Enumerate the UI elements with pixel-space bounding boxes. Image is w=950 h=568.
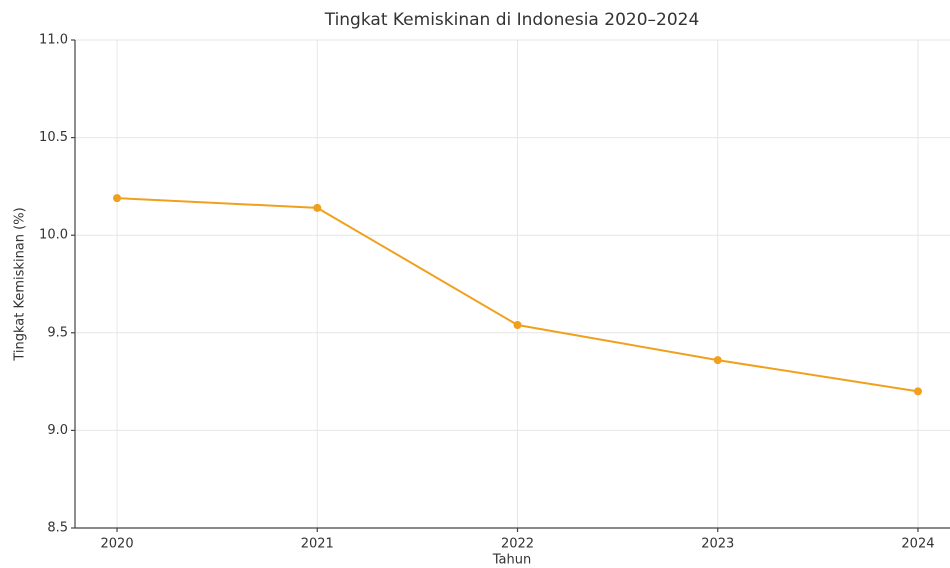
- y-axis-label: Tingkat Kemiskinan (%): [13, 207, 28, 361]
- point: [113, 194, 122, 203]
- y-tick-label: 9.0: [47, 423, 68, 438]
- y-tick-label: 9.5: [47, 325, 68, 340]
- point: [713, 356, 722, 365]
- point: [513, 320, 522, 329]
- point: [913, 387, 922, 396]
- x-tick-label: 2024: [901, 537, 934, 552]
- x-tick-label: 2021: [301, 537, 334, 552]
- chart-title: Tingkat Kemiskinan di Indonesia 2020–202…: [324, 10, 700, 30]
- x-tick-label: 2022: [501, 537, 534, 552]
- x-axis-label: Tahun: [492, 553, 531, 568]
- y-tick-label: 10.5: [39, 130, 68, 145]
- x-tick-label: 2023: [701, 537, 734, 552]
- y-tick-label: 11.0: [39, 33, 68, 48]
- y-tick-label: 10.0: [39, 228, 68, 243]
- point: [313, 203, 322, 212]
- x-tick-label: 2020: [101, 537, 134, 552]
- y-tick-label: 8.5: [47, 521, 68, 536]
